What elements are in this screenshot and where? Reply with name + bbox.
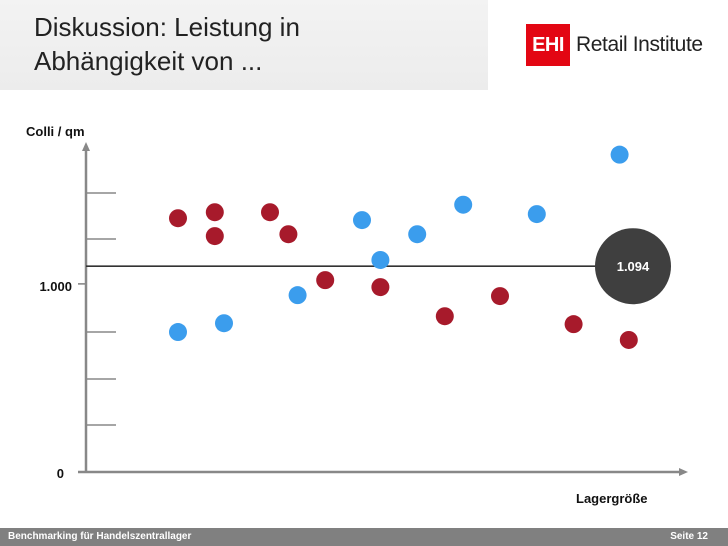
reference-value-badge — [595, 228, 671, 305]
data-point — [288, 286, 307, 305]
data-point — [564, 315, 583, 334]
data-point — [279, 225, 298, 244]
data-point — [261, 203, 279, 222]
slide-header: Diskussion: Leistung in Abhängigkeit von… — [0, 0, 728, 90]
page-number: Seite 12 — [670, 531, 708, 542]
data-point — [316, 271, 335, 290]
y-tick-label-0: 0 — [56, 466, 64, 481]
reference-value-label: 1.094 — [617, 259, 650, 274]
data-point — [215, 314, 233, 333]
data-point — [408, 225, 427, 244]
data-point — [527, 205, 546, 224]
y-axis-label: Colli / qm — [26, 124, 85, 139]
data-point — [205, 203, 224, 222]
data-point — [619, 330, 638, 349]
logo: EHI Retail Institute — [488, 0, 728, 90]
footer-title: Benchmarking für Handelszentrallager — [8, 531, 192, 542]
data-point — [491, 287, 509, 306]
data-point — [371, 250, 390, 269]
data-point — [454, 195, 473, 214]
data-point — [371, 278, 390, 297]
logo-mark: EHI — [526, 24, 570, 66]
logo-text: Retail Institute — [576, 33, 703, 56]
y-tick-label-1000: 1.000 — [39, 279, 72, 294]
data-point — [169, 209, 187, 228]
data-point — [610, 145, 629, 164]
data-point — [169, 323, 187, 342]
data-point — [353, 211, 371, 230]
scatter-chart: 1.094 — [78, 142, 688, 476]
data-point — [205, 227, 224, 246]
data-point — [435, 307, 454, 326]
x-axis-label: Lagergröße — [576, 491, 648, 506]
slide-title: Diskussion: Leistung in Abhängigkeit von… — [34, 12, 300, 76]
slide-footer: Benchmarking für Handelszentrallager Sei… — [0, 528, 728, 546]
